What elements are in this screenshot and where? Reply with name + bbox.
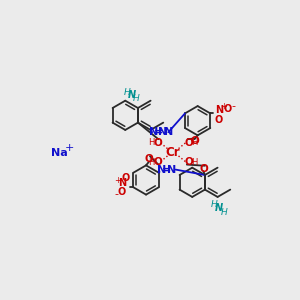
Text: O: O [184, 157, 193, 166]
Text: +: + [114, 176, 121, 185]
Text: -: - [114, 189, 118, 199]
Text: N: N [215, 104, 223, 115]
Text: +: + [220, 102, 227, 111]
Text: +: + [64, 143, 74, 153]
Text: H: H [191, 158, 198, 167]
Text: H: H [191, 138, 198, 147]
Text: O: O [153, 157, 162, 166]
Text: H: H [123, 88, 130, 97]
Text: =: = [154, 127, 163, 136]
Text: O: O [145, 154, 154, 164]
Text: H: H [133, 94, 140, 103]
Text: O: O [215, 115, 223, 124]
Text: H: H [211, 200, 218, 209]
Text: =: = [162, 165, 171, 175]
Text: N: N [118, 178, 126, 188]
Text: N: N [164, 127, 173, 137]
Text: N: N [158, 127, 167, 137]
Text: H: H [148, 138, 154, 147]
Text: Cr: Cr [166, 146, 180, 159]
Text: N: N [215, 203, 223, 214]
Text: O: O [153, 138, 162, 148]
Text: -: - [231, 101, 236, 111]
Text: O: O [118, 187, 126, 197]
Text: O: O [199, 164, 208, 174]
Text: N: N [167, 165, 176, 176]
Text: N: N [128, 90, 136, 100]
Text: N: N [157, 165, 167, 176]
Text: H: H [148, 158, 154, 167]
Text: Na: Na [51, 148, 68, 158]
Text: N: N [149, 127, 158, 137]
Text: O: O [184, 138, 193, 148]
Text: O: O [224, 104, 232, 114]
Text: O: O [122, 173, 130, 183]
Text: H: H [220, 208, 227, 217]
Text: O: O [190, 136, 199, 146]
